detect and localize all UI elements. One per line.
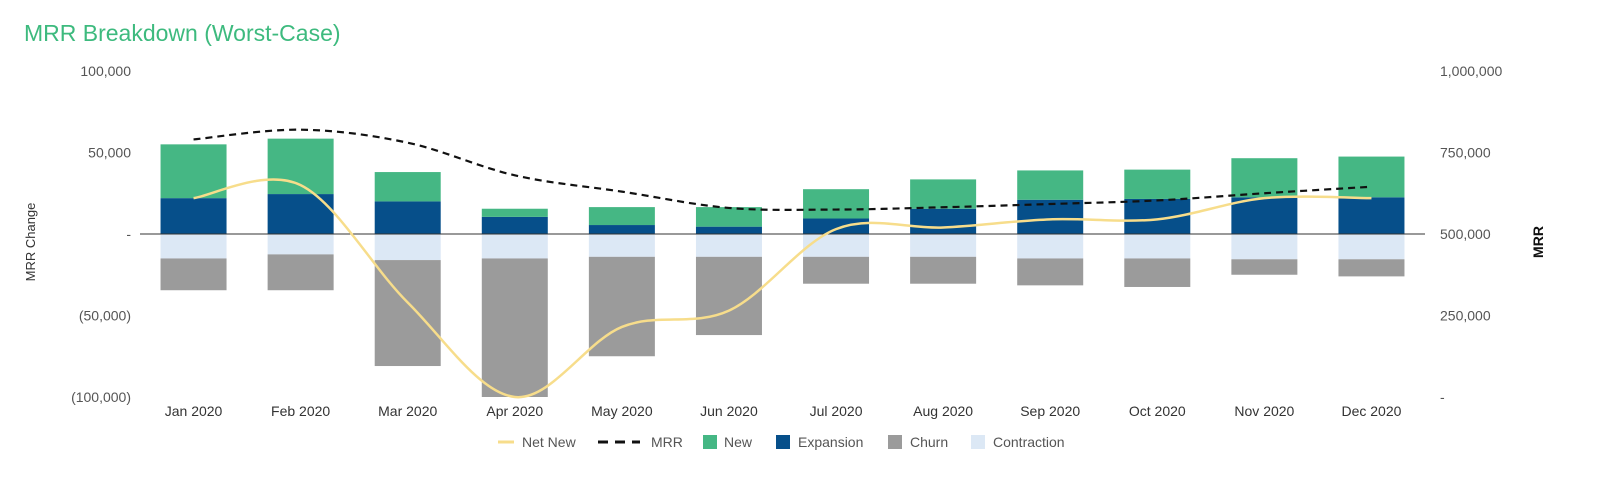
bar-contraction bbox=[268, 234, 334, 254]
x-axis-ticks: Jan 2020 Feb 2020 Mar 2020 Apr 2020 May 2020… bbox=[165, 403, 1402, 419]
x-tick-label: Feb 2020 bbox=[271, 403, 330, 419]
bar-contraction bbox=[1017, 234, 1083, 258]
right-axis-ticks: 1,000,000 750,000 500,000 250,000 - bbox=[1440, 63, 1502, 405]
bar-expansion bbox=[803, 219, 869, 234]
bar-expansion bbox=[268, 194, 334, 234]
legend-item: Expansion bbox=[776, 434, 863, 450]
bar-churn bbox=[803, 257, 869, 284]
bar-expansion bbox=[482, 217, 548, 234]
y-tick-label: (50,000) bbox=[79, 308, 131, 324]
line-net-new bbox=[194, 179, 1372, 397]
y2-tick-label: 500,000 bbox=[1440, 226, 1491, 242]
legend-label: MRR bbox=[651, 434, 683, 450]
bar-contraction bbox=[589, 234, 655, 257]
bar-contraction bbox=[1338, 234, 1404, 259]
bar-new bbox=[589, 207, 655, 225]
legend-label: Net New bbox=[522, 434, 577, 450]
bar-contraction bbox=[803, 234, 869, 257]
x-tick-label: Mar 2020 bbox=[378, 403, 437, 419]
legend-item: Churn bbox=[888, 434, 948, 450]
bar-new bbox=[375, 172, 441, 201]
y2-axis-label: MRR bbox=[1530, 226, 1546, 258]
bar-expansion bbox=[1338, 197, 1404, 234]
x-tick-label: Aug 2020 bbox=[913, 403, 973, 419]
bar-new bbox=[803, 189, 869, 218]
bar-expansion bbox=[696, 227, 762, 234]
legend: Net New MRR New Expansion Churn Contraction bbox=[498, 434, 1065, 450]
bar-contraction bbox=[696, 234, 762, 257]
bar-churn bbox=[1124, 258, 1190, 287]
x-tick-label: Jul 2020 bbox=[810, 403, 863, 419]
x-tick-label: Apr 2020 bbox=[486, 403, 543, 419]
bar-new bbox=[1124, 170, 1190, 199]
legend-swatch bbox=[776, 435, 790, 449]
x-tick-label: Jun 2020 bbox=[700, 403, 758, 419]
bar-new bbox=[1017, 170, 1083, 199]
y-tick-label: (100,000) bbox=[71, 389, 131, 405]
bar-churn bbox=[1231, 259, 1297, 274]
x-tick-label: Nov 2020 bbox=[1234, 403, 1294, 419]
bar-expansion bbox=[910, 209, 976, 234]
bar-churn bbox=[482, 258, 548, 397]
x-tick-label: May 2020 bbox=[591, 403, 653, 419]
legend-label: Contraction bbox=[993, 434, 1065, 450]
y2-tick-label: 750,000 bbox=[1440, 145, 1491, 161]
bar-contraction bbox=[1231, 234, 1297, 259]
bar-contraction bbox=[482, 234, 548, 258]
bar-new bbox=[1231, 158, 1297, 197]
y2-tick-label: - bbox=[1440, 389, 1445, 405]
left-axis-ticks: 100,000 50,000 - (50,000) (100,000) bbox=[71, 63, 131, 405]
bar-contraction bbox=[375, 234, 441, 260]
bar-churn bbox=[161, 258, 227, 290]
legend-swatch bbox=[971, 435, 985, 449]
x-tick-label: Dec 2020 bbox=[1341, 403, 1401, 419]
legend-item: Net New bbox=[498, 434, 577, 450]
legend-label: Expansion bbox=[798, 434, 863, 450]
y-tick-label: 100,000 bbox=[80, 63, 131, 79]
bar-expansion bbox=[161, 198, 227, 234]
legend-label: Churn bbox=[910, 434, 948, 450]
lines-group bbox=[194, 130, 1372, 398]
y-tick-label: - bbox=[126, 226, 131, 242]
x-tick-label: Sep 2020 bbox=[1020, 403, 1080, 419]
bar-churn bbox=[910, 257, 976, 284]
bar-churn bbox=[268, 254, 334, 290]
y2-tick-label: 1,000,000 bbox=[1440, 63, 1502, 79]
bar-new bbox=[910, 179, 976, 208]
x-tick-label: Jan 2020 bbox=[165, 403, 223, 419]
bar-churn bbox=[1017, 258, 1083, 285]
legend-item: New bbox=[703, 434, 753, 450]
bar-contraction bbox=[910, 234, 976, 257]
x-tick-label: Oct 2020 bbox=[1129, 403, 1186, 419]
legend-swatch bbox=[703, 435, 717, 449]
line-mrr bbox=[194, 130, 1372, 210]
chart-svg: 100,000 50,000 - (50,000) (100,000) 1,000,00… bbox=[0, 0, 1600, 483]
bar-new bbox=[1338, 157, 1404, 198]
bar-churn bbox=[1338, 259, 1404, 276]
y-axis-label: MRR Change bbox=[23, 203, 38, 282]
bar-contraction bbox=[1124, 234, 1190, 258]
bar-new bbox=[161, 144, 227, 198]
legend-item: Contraction bbox=[971, 434, 1065, 450]
y2-tick-label: 250,000 bbox=[1440, 308, 1491, 324]
legend-swatch bbox=[888, 435, 902, 449]
y-tick-label: 50,000 bbox=[88, 145, 131, 161]
bar-expansion bbox=[589, 225, 655, 234]
legend-item: MRR bbox=[598, 434, 683, 450]
bar-new bbox=[482, 209, 548, 217]
bar-contraction bbox=[161, 234, 227, 258]
bar-expansion bbox=[375, 201, 441, 234]
legend-label: New bbox=[724, 434, 753, 450]
